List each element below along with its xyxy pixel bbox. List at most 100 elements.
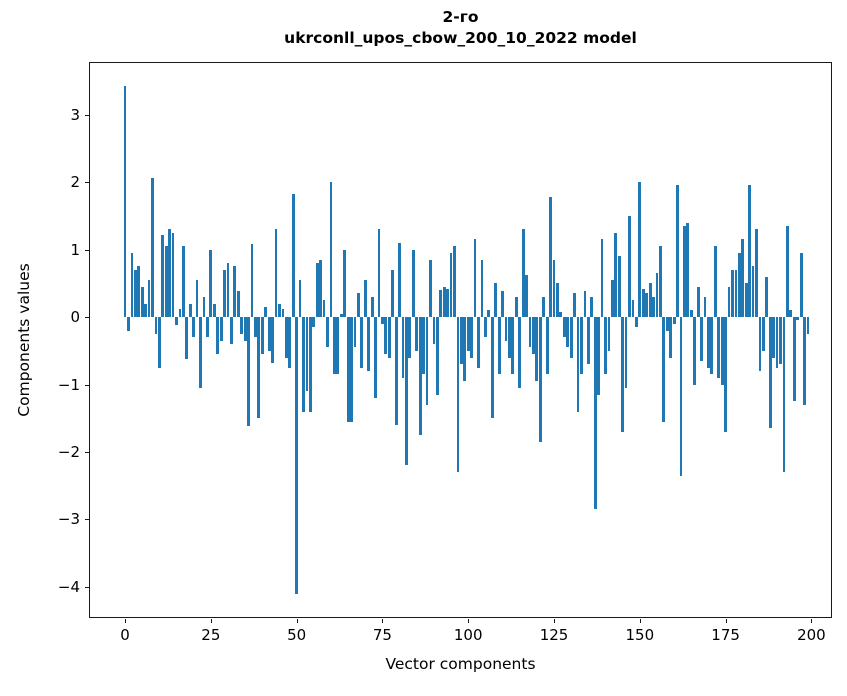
bar	[216, 317, 220, 355]
x-axis-label: Vector components	[385, 655, 536, 673]
bar	[223, 269, 226, 318]
y-tick-mark	[84, 586, 89, 588]
bar	[446, 288, 450, 318]
bar	[260, 317, 264, 355]
bar	[353, 317, 357, 348]
bar	[133, 269, 137, 318]
chart-subtitle: ukrconll_upos_cbow_200_10_2022 model	[284, 29, 637, 47]
bar	[758, 317, 762, 372]
bar	[717, 317, 721, 378]
bar	[459, 317, 463, 365]
bar	[494, 283, 498, 318]
bar	[549, 196, 552, 318]
bar	[734, 269, 738, 318]
bar	[562, 317, 566, 338]
bar	[123, 86, 127, 318]
x-tick-mark	[125, 618, 127, 623]
bar	[497, 317, 501, 375]
x-tick-mark	[296, 618, 298, 623]
bar	[631, 300, 635, 318]
bar	[621, 317, 625, 432]
bar	[453, 246, 456, 318]
bar	[755, 229, 758, 318]
bar	[381, 317, 384, 324]
y-tick-label: −1	[57, 375, 80, 394]
y-tick-label: −2	[57, 443, 80, 461]
bar	[535, 317, 539, 382]
y-tick-mark	[84, 249, 89, 251]
bar	[713, 246, 717, 318]
bar	[418, 317, 422, 436]
bar	[374, 317, 377, 399]
bar	[360, 317, 364, 368]
bar	[432, 317, 436, 345]
bar	[648, 283, 652, 318]
bar	[247, 317, 250, 427]
bar	[580, 317, 583, 375]
bar	[226, 263, 230, 318]
x-tick-label: 75	[372, 626, 392, 644]
bar	[624, 317, 628, 388]
y-tick-label: 3	[70, 105, 80, 124]
bar	[243, 317, 247, 341]
bar	[308, 317, 312, 412]
bar	[305, 317, 309, 392]
bar	[614, 232, 618, 318]
bar	[765, 276, 769, 318]
bar	[487, 310, 491, 318]
bar	[250, 244, 254, 318]
bar	[336, 317, 340, 375]
bar	[514, 296, 518, 318]
bar	[727, 286, 731, 318]
y-tick-label: 0	[70, 308, 80, 327]
x-tick-label: 25	[201, 626, 221, 644]
bar	[566, 317, 570, 348]
bar	[768, 317, 772, 429]
bar	[350, 317, 353, 422]
x-tick-label: 0	[120, 626, 130, 644]
bar	[672, 317, 676, 324]
bar	[212, 303, 216, 318]
y-tick-mark	[84, 114, 89, 116]
bar	[271, 317, 274, 363]
y-tick-label: 1	[70, 240, 80, 259]
bar	[696, 286, 700, 318]
bar	[346, 317, 350, 422]
bar	[127, 317, 130, 331]
bar	[278, 303, 281, 318]
x-tick-mark	[468, 618, 470, 623]
bar	[168, 229, 172, 318]
bar	[552, 259, 556, 318]
bar	[370, 296, 374, 318]
y-tick-mark	[84, 519, 89, 521]
bar	[744, 283, 748, 318]
bar	[367, 317, 371, 372]
bar	[151, 178, 154, 318]
bar	[700, 317, 703, 361]
bar	[751, 266, 755, 318]
bar	[257, 317, 261, 419]
bar	[628, 215, 631, 318]
y-tick-mark	[84, 317, 89, 319]
bar	[707, 317, 710, 368]
bar	[737, 252, 741, 318]
bar	[607, 317, 611, 351]
bar	[315, 263, 319, 318]
bar	[442, 286, 446, 318]
bar	[298, 279, 302, 318]
bar	[456, 317, 460, 473]
bar	[659, 246, 662, 318]
bar	[195, 279, 199, 318]
bar	[641, 288, 645, 318]
bar	[662, 317, 666, 422]
bar	[590, 296, 594, 318]
bar	[483, 317, 487, 338]
bar	[161, 234, 165, 318]
y-tick-label: −4	[57, 577, 80, 596]
bar	[480, 259, 484, 318]
bar	[202, 296, 206, 318]
bar	[501, 291, 504, 318]
bar	[785, 225, 789, 318]
bar	[377, 229, 381, 318]
